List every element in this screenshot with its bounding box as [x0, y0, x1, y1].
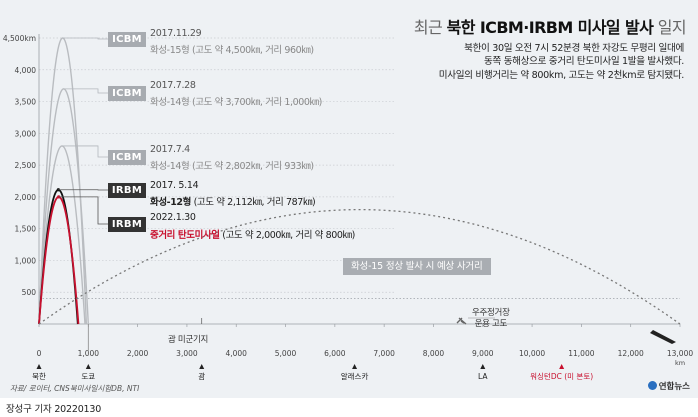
x-tick-label: 0	[37, 349, 42, 358]
infographic-frame: 500 1,000 1,500 2,000 2,500 3,000 3,500 4,000 4,…	[0, 0, 698, 398]
launch-detail: 화성-12형 (고도 약 2,112㎞, 거리 787㎞)	[150, 194, 316, 208]
location-marker-icon	[559, 364, 565, 369]
x-tick-label: 2,000	[127, 349, 149, 358]
y-tick-label: 500	[22, 288, 37, 297]
location-label: 괌	[198, 372, 205, 381]
tick-labels: 500 1,000 1,500 2,000 2,500 3,000 3,500 4,000 4,…	[3, 34, 693, 367]
chart-title: 최근 북한 ICBM·IRBM 미사일 발사 일지	[413, 14, 687, 38]
axes	[38, 34, 681, 327]
x-tick-label: 8,000	[423, 349, 445, 358]
launch-detail: 화성-15형 (고도 약 4,500㎞, 거리 960㎞)	[150, 42, 314, 56]
space-station-label-line: 우주정거장	[472, 308, 510, 318]
x-tick-label: 13,000	[667, 349, 693, 358]
location-marker-icon	[36, 364, 42, 369]
title-prefix: 최근	[413, 18, 443, 37]
missile-trajectory	[38, 88, 90, 325]
location-marker-icon	[480, 364, 486, 369]
x-tick-label: 12,000	[618, 349, 644, 358]
location-label: 북한	[32, 372, 46, 381]
missile-class-badge: ICBM	[108, 32, 146, 47]
launch-detail: 화성-14형 (고도 약 2,802㎞, 거리 933㎞)	[150, 158, 314, 172]
trajectory-chart: 500 1,000 1,500 2,000 2,500 3,000 3,500 4,000 4,…	[3, 34, 693, 381]
label-connector	[62, 145, 108, 158]
space-station-label-line: 운용 고도	[474, 319, 508, 329]
y-tick-label: 4,000	[15, 66, 37, 75]
x-tick-label: 11,000	[568, 349, 594, 358]
missile-spec: (고도 약 3,700㎞, 거리 1,000㎞)	[189, 97, 322, 108]
location-label: 알래스카	[341, 372, 369, 381]
launch-date: 2017.7.4	[150, 144, 190, 155]
x-tick-label: 4,000	[225, 349, 247, 358]
missile-spec: (고도 약 2,802㎞, 거리 933㎞)	[189, 161, 314, 172]
missile-class-badge: ICBM	[108, 86, 146, 101]
description-line: 북한이 30일 오전 7시 52분경 북한 자강도 무평리 일대에	[464, 43, 684, 54]
space-station-label: 우주정거장 운용 고도	[472, 308, 510, 330]
launch-date: 2017. 5.14	[150, 180, 199, 191]
description-line: 동쪽 동해상으로 중거리 탄도미사일 1발을 발사했다.	[484, 56, 684, 68]
location-label: LA	[478, 372, 488, 381]
y-tick-label: 4,500km	[3, 34, 36, 43]
agency-logo: 연합뉴스	[647, 380, 690, 392]
missile-spec: (고도 약 4,500㎞, 거리 960㎞)	[189, 45, 314, 56]
reference-lines	[39, 298, 680, 355]
x-tick-label: 3,000	[176, 349, 198, 358]
byline: 장성구 기자 20220130	[6, 404, 102, 415]
y-tick-label: 1,000	[15, 256, 37, 265]
location-marker-icon	[85, 364, 91, 369]
x-tick-label: 5,000	[275, 349, 297, 358]
y-tick-label: 3,500	[15, 98, 37, 107]
launch-date: 2017.7.28	[150, 80, 196, 91]
location-marker-icon	[352, 364, 358, 369]
x-tick-label: 6,000	[324, 349, 346, 358]
y-tick-label: 2,000	[15, 193, 37, 202]
launch-date: 2022.1.30	[150, 212, 196, 223]
x-tick-label: 10,000	[519, 349, 545, 358]
location-label: 도쿄	[81, 372, 95, 381]
label-connector	[58, 196, 108, 225]
launch-date: 2017.11.29	[150, 28, 202, 39]
x-tick-label: 7,000	[373, 349, 395, 358]
label-connectors	[58, 37, 108, 225]
expected-trajectory	[38, 208, 681, 325]
label-connector	[63, 88, 108, 94]
title-suffix: 일지	[657, 18, 687, 37]
missile-name: 화성-15형	[150, 45, 190, 56]
y-tick-label: 1,500	[15, 225, 37, 234]
agency-name: 연합뉴스	[658, 382, 690, 392]
missile-name: 화성-12형	[150, 197, 191, 208]
missile-class-badge: ICBM	[108, 150, 146, 165]
launch-detail: 중거리 탄도미사일 (고도 약 2,000㎞, 거리 약 800㎞)	[150, 227, 355, 241]
logo-icon	[647, 381, 657, 390]
byline-bar: 장성구 기자 20220130	[0, 398, 698, 417]
apogee-point	[56, 188, 60, 192]
missile-icon	[650, 330, 676, 344]
description-line: 미사일의 비행거리는 약 800km, 고도는 약 2천km로 탐지됐다.	[438, 69, 685, 81]
launch-detail: 화성-14형 (고도 약 3,700㎞, 거리 1,000㎞)	[150, 94, 322, 108]
guam-base-label: 괌 미군기지	[168, 335, 209, 345]
missile-name: 화성-14형	[150, 161, 190, 172]
label-connector	[62, 37, 108, 40]
x-tick-label: 9,000	[472, 349, 494, 358]
description: 북한이 30일 오전 7시 52분경 북한 자강도 무평리 일대에 동쪽 동해상…	[394, 42, 685, 82]
title-main: 북한 ICBM·IRBM 미사일 발사	[446, 18, 654, 37]
source-note: 자료/ 로이터, CNS북미사일시험DB, NTI	[10, 384, 140, 393]
decorations	[201, 317, 495, 325]
normal-trajectory-callout: 화성-15 정상 발사 시 예상 사거리	[343, 258, 491, 275]
location-markers: 북한 도쿄 괌 알래스카 LA 워싱턴DC (미 본토)	[32, 364, 593, 381]
y-tick-label: 2,500	[15, 161, 37, 170]
missile-spec: (고도 약 2,000㎞, 거리 약 800㎞)	[219, 230, 355, 241]
trajectory-series	[38, 37, 681, 344]
location-label: 워싱턴DC (미 본토)	[530, 371, 593, 381]
missile-name: 화성-14형	[150, 97, 190, 108]
missile-class-badge: IRBM	[108, 217, 146, 232]
y-tick-label: 3,000	[15, 129, 37, 138]
missile-class-badge: IRBM	[108, 183, 146, 198]
missile-trajectory	[38, 145, 86, 325]
missile-name: 중거리 탄도미사일	[150, 230, 220, 241]
location-marker-icon	[199, 364, 205, 369]
satellite-icon	[456, 317, 467, 325]
missile-spec: (고도 약 2,112㎞, 거리 787㎞)	[190, 197, 316, 208]
x-unit-label: km	[675, 359, 685, 367]
